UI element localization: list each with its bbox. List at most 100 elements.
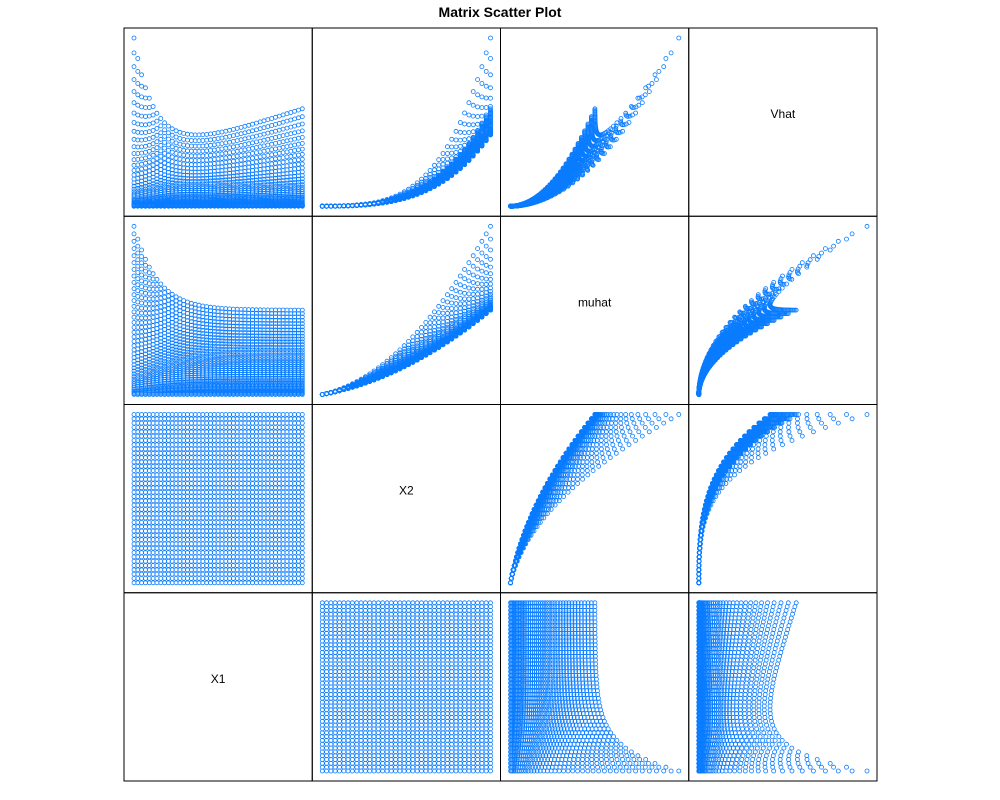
data-point <box>144 86 148 90</box>
data-point <box>293 154 297 158</box>
data-point <box>293 158 297 162</box>
data-point <box>254 160 258 164</box>
data-point <box>231 150 235 154</box>
data-point <box>197 144 201 148</box>
data-point <box>140 145 144 149</box>
data-point <box>247 136 251 140</box>
data-point <box>144 106 148 110</box>
data-point <box>258 139 262 143</box>
data-point <box>346 204 350 208</box>
data-point <box>216 152 220 156</box>
data-point <box>293 131 297 135</box>
data-point <box>296 136 300 140</box>
data-point <box>476 78 480 82</box>
data-point <box>209 153 213 157</box>
data-point <box>277 135 281 139</box>
data-point <box>235 154 239 158</box>
panel-Vhat-vs-X2 <box>320 36 492 208</box>
data-point <box>243 153 247 157</box>
data-point <box>258 120 262 124</box>
data-point <box>243 166 247 170</box>
data-point <box>274 157 278 161</box>
data-point <box>170 150 174 154</box>
data-point <box>458 144 462 148</box>
data-point <box>662 65 666 69</box>
data-point <box>289 138 293 142</box>
data-point <box>458 130 462 134</box>
data-point <box>182 137 186 141</box>
data-point <box>216 148 220 152</box>
data-point <box>300 141 304 145</box>
data-point <box>293 167 297 171</box>
data-point <box>132 78 136 82</box>
data-point <box>155 111 159 115</box>
panel-Vhat-vs-X1 <box>132 36 304 208</box>
data-point <box>220 136 224 140</box>
data-point <box>239 158 243 162</box>
data-point <box>132 129 136 133</box>
data-point <box>155 166 159 170</box>
data-point <box>197 139 201 143</box>
data-point <box>136 122 140 126</box>
data-point <box>132 51 136 55</box>
data-point <box>300 115 304 119</box>
data-point <box>178 130 182 134</box>
data-point <box>300 107 304 111</box>
data-point <box>621 129 625 133</box>
data-point <box>251 165 255 169</box>
data-point <box>270 130 274 134</box>
data-point <box>224 164 228 168</box>
data-point <box>274 115 278 119</box>
data-point <box>471 130 475 134</box>
data-point <box>163 121 167 125</box>
data-point <box>163 128 167 132</box>
data-point <box>296 162 300 166</box>
data-point <box>178 161 182 165</box>
data-point <box>300 129 304 133</box>
data-point <box>247 147 251 151</box>
data-point <box>342 204 346 208</box>
data-point <box>266 153 270 157</box>
data-point <box>640 95 644 99</box>
data-point <box>224 160 228 164</box>
data-point <box>333 204 337 208</box>
data-point <box>251 129 255 133</box>
data-point <box>300 122 304 126</box>
data-point <box>471 90 475 94</box>
data-point <box>144 96 148 100</box>
data-point <box>193 163 197 167</box>
data-point <box>239 132 243 136</box>
data-point <box>136 152 140 156</box>
data-point <box>251 146 255 150</box>
data-point <box>289 149 293 153</box>
data-point <box>235 144 239 148</box>
data-point <box>170 145 174 149</box>
data-point <box>166 124 170 128</box>
data-point <box>136 103 140 107</box>
data-point <box>293 137 297 141</box>
data-point <box>132 121 136 125</box>
data-point <box>144 170 148 174</box>
data-point <box>247 123 251 127</box>
data-point <box>186 149 190 153</box>
data-point <box>155 161 159 165</box>
data-point <box>212 143 216 147</box>
data-point <box>476 122 480 126</box>
data-point <box>136 163 140 167</box>
data-point <box>140 162 144 166</box>
data-point <box>293 117 297 121</box>
data-point <box>140 171 144 175</box>
data-point <box>144 115 148 119</box>
data-point <box>170 127 174 131</box>
data-point <box>163 156 167 160</box>
data-point <box>151 121 155 125</box>
data-point <box>300 135 304 139</box>
data-point <box>147 155 151 159</box>
data-point <box>631 113 635 117</box>
data-point <box>285 145 289 149</box>
data-point <box>320 204 324 208</box>
data-point <box>296 148 300 152</box>
data-point <box>224 141 228 145</box>
data-point <box>296 123 300 127</box>
